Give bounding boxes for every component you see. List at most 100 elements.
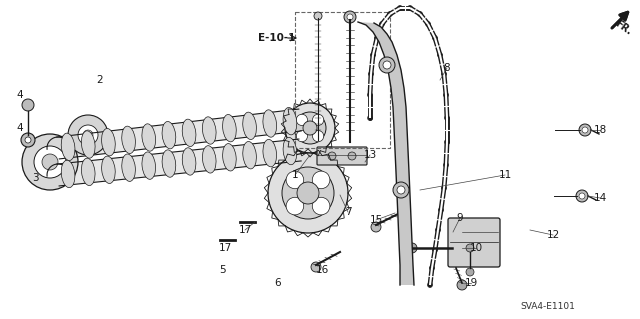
Circle shape <box>371 53 376 57</box>
Circle shape <box>83 130 93 140</box>
Circle shape <box>22 134 78 190</box>
Text: 12: 12 <box>547 230 559 240</box>
Polygon shape <box>358 22 414 285</box>
Circle shape <box>428 283 433 287</box>
Circle shape <box>367 93 372 98</box>
Text: SVA4-E1101: SVA4-E1101 <box>520 302 575 311</box>
Circle shape <box>314 12 322 20</box>
Text: 7: 7 <box>345 207 351 217</box>
Text: 16: 16 <box>316 265 328 275</box>
Bar <box>295 12 390 148</box>
Text: 13: 13 <box>364 150 376 160</box>
Ellipse shape <box>243 112 257 139</box>
Circle shape <box>347 14 353 20</box>
Circle shape <box>579 193 585 199</box>
Text: 18: 18 <box>593 125 607 135</box>
Ellipse shape <box>283 108 297 135</box>
Circle shape <box>374 35 380 41</box>
Ellipse shape <box>142 152 156 179</box>
Circle shape <box>433 35 438 41</box>
Ellipse shape <box>182 148 196 175</box>
Circle shape <box>579 124 591 136</box>
Text: 11: 11 <box>499 170 511 180</box>
Circle shape <box>379 57 395 73</box>
Circle shape <box>22 99 34 111</box>
Text: 9: 9 <box>457 213 463 223</box>
Circle shape <box>444 162 449 167</box>
Circle shape <box>445 115 449 121</box>
Circle shape <box>282 167 334 219</box>
Circle shape <box>466 268 474 276</box>
Circle shape <box>294 112 326 144</box>
Text: 17: 17 <box>238 225 252 235</box>
Circle shape <box>433 248 438 253</box>
Ellipse shape <box>283 137 297 165</box>
Circle shape <box>344 11 356 23</box>
Ellipse shape <box>142 124 156 151</box>
Circle shape <box>387 11 392 17</box>
Polygon shape <box>57 109 301 159</box>
Circle shape <box>21 133 35 147</box>
Text: FR.: FR. <box>613 18 634 36</box>
Text: 5: 5 <box>219 265 225 275</box>
Circle shape <box>444 93 449 98</box>
Circle shape <box>426 21 431 26</box>
Ellipse shape <box>61 133 75 160</box>
Circle shape <box>369 71 374 77</box>
Circle shape <box>457 280 467 290</box>
Circle shape <box>407 243 417 253</box>
Circle shape <box>286 171 304 189</box>
Ellipse shape <box>243 142 257 169</box>
Circle shape <box>397 5 403 11</box>
Circle shape <box>380 21 385 26</box>
Circle shape <box>582 127 588 133</box>
Ellipse shape <box>122 154 136 182</box>
Text: E-10-1: E-10-1 <box>258 33 295 43</box>
Circle shape <box>371 222 381 232</box>
Text: 4: 4 <box>17 90 23 100</box>
Circle shape <box>435 227 440 233</box>
Circle shape <box>268 153 348 233</box>
Ellipse shape <box>182 119 196 146</box>
Circle shape <box>328 152 336 160</box>
Text: 1: 1 <box>292 170 298 180</box>
Ellipse shape <box>61 160 75 188</box>
Circle shape <box>34 146 66 178</box>
Text: 2: 2 <box>97 75 103 85</box>
Text: 17: 17 <box>218 243 232 253</box>
Text: 6: 6 <box>275 278 282 288</box>
Circle shape <box>442 186 447 190</box>
Circle shape <box>442 71 447 77</box>
Text: 4: 4 <box>17 123 23 133</box>
Circle shape <box>397 186 405 194</box>
Circle shape <box>296 114 307 125</box>
Ellipse shape <box>81 131 95 158</box>
Circle shape <box>312 197 330 215</box>
Ellipse shape <box>122 126 136 153</box>
Circle shape <box>576 190 588 202</box>
Circle shape <box>438 53 442 57</box>
Circle shape <box>311 262 321 272</box>
Ellipse shape <box>102 129 115 156</box>
Circle shape <box>296 130 307 142</box>
Circle shape <box>312 130 324 142</box>
Ellipse shape <box>202 117 216 144</box>
Text: 19: 19 <box>465 278 477 288</box>
Text: 10: 10 <box>469 243 483 253</box>
Circle shape <box>312 114 324 125</box>
Circle shape <box>78 125 98 145</box>
Circle shape <box>312 171 330 189</box>
Text: 15: 15 <box>369 215 383 225</box>
Circle shape <box>429 265 435 271</box>
FancyBboxPatch shape <box>448 218 500 267</box>
Ellipse shape <box>162 122 176 149</box>
Ellipse shape <box>263 110 276 137</box>
Circle shape <box>348 152 356 160</box>
Ellipse shape <box>202 146 216 173</box>
Circle shape <box>297 182 319 204</box>
Text: 14: 14 <box>593 193 607 203</box>
Circle shape <box>408 5 413 11</box>
Circle shape <box>286 197 304 215</box>
Ellipse shape <box>162 150 176 177</box>
Circle shape <box>417 11 422 17</box>
